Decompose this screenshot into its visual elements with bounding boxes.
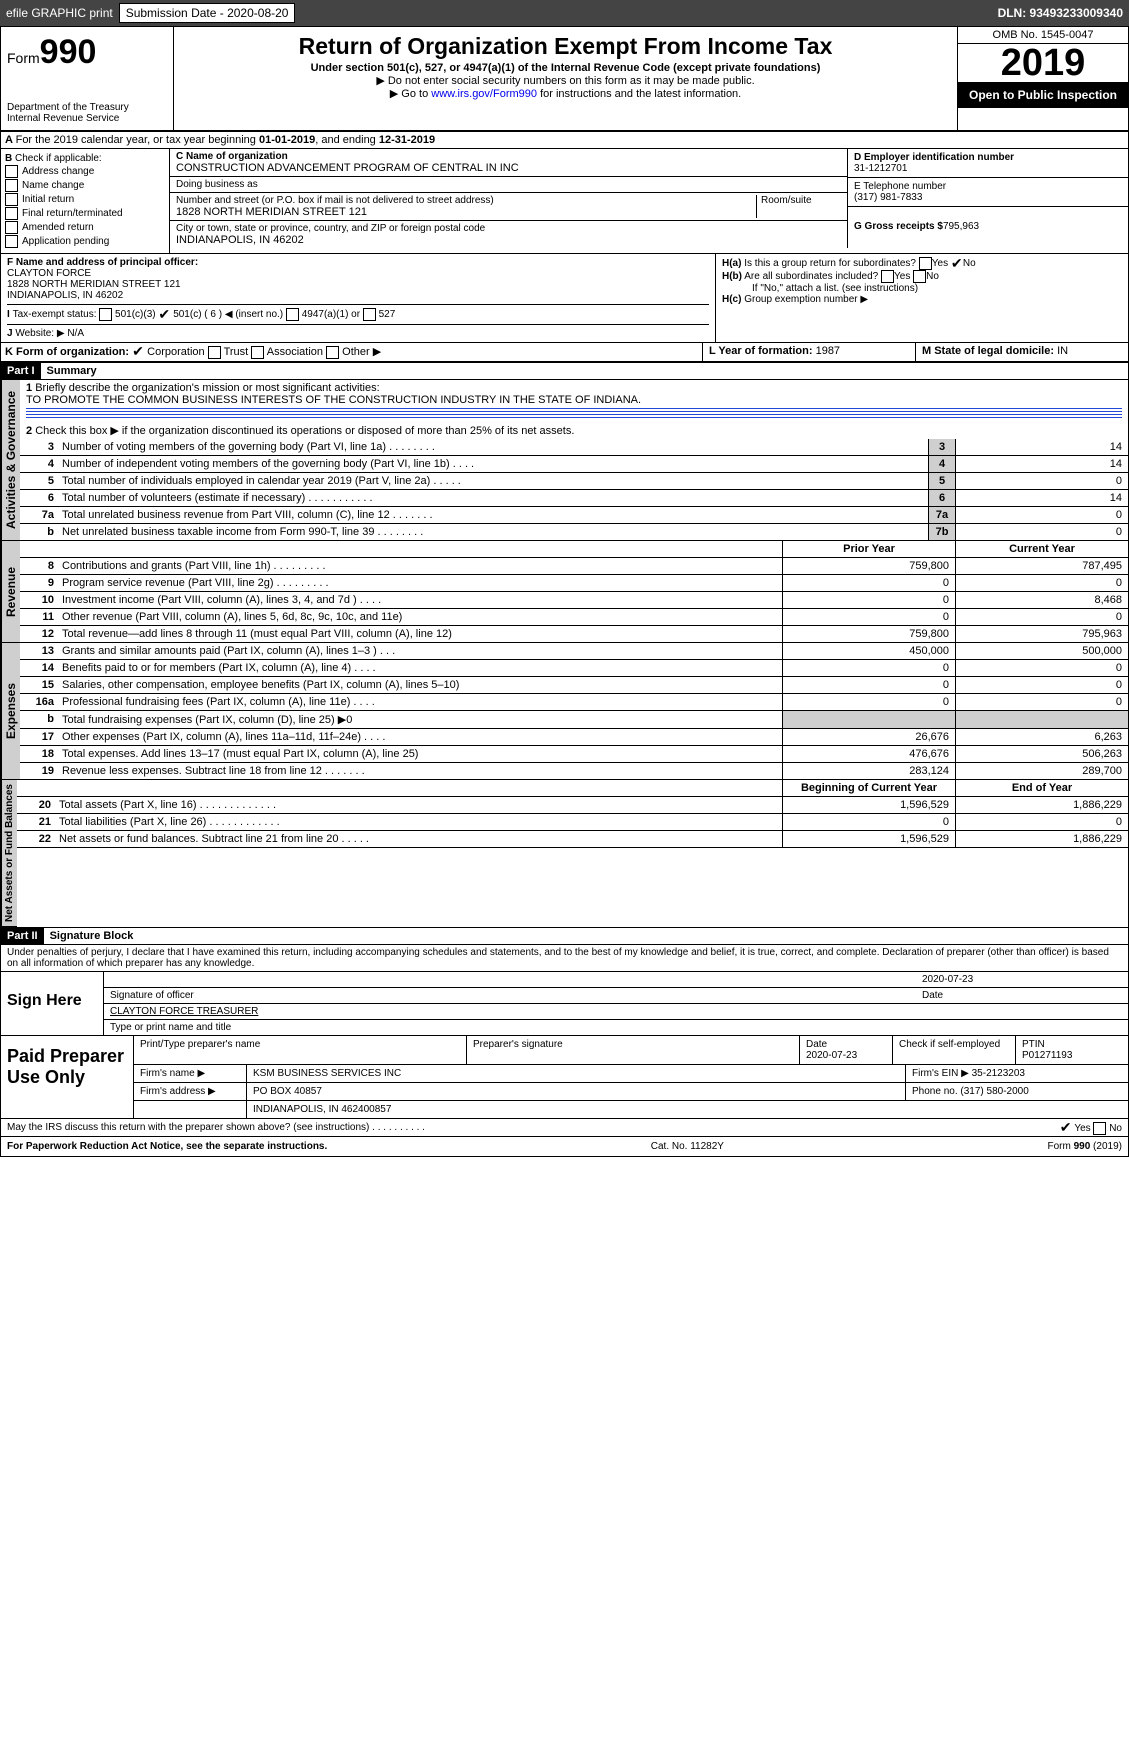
public-inspection: Open to Public Inspection: [958, 82, 1128, 108]
form-link-line: ▶ Go to www.irs.gov/Form990 for instruct…: [178, 87, 953, 100]
box-b: B Check if applicable: Address changeNam…: [1, 149, 170, 253]
discuss-row: May the IRS discuss this return with the…: [1, 1118, 1128, 1136]
ha-yes[interactable]: [919, 257, 932, 270]
tax-year: 2019: [958, 44, 1128, 82]
paid-preparer: Paid Preparer Use Only Print/Type prepar…: [1, 1035, 1128, 1118]
submission-date-button[interactable]: Submission Date - 2020-08-20: [119, 3, 296, 23]
checkbox-501c[interactable]: [158, 309, 170, 321]
row-a: A For the 2019 calendar year, or tax yea…: [1, 132, 1128, 149]
revenue-section: Revenue Prior YearCurrent Year 8Contribu…: [1, 541, 1128, 643]
section-f-h: F Name and address of principal officer:…: [1, 254, 1128, 343]
top-toolbar: efile GRAPHIC print Submission Date - 20…: [0, 0, 1129, 26]
irs-label: Internal Revenue Service: [7, 113, 167, 124]
checkbox-501c3[interactable]: [99, 308, 112, 321]
ha-no[interactable]: [951, 258, 963, 270]
telephone: (317) 981-7833: [854, 192, 922, 203]
irs-link[interactable]: www.irs.gov/Form990: [431, 88, 537, 100]
part2-header: Part IISignature Block: [1, 927, 1128, 945]
hb-no[interactable]: [913, 270, 926, 283]
form-header: Form990 Department of the Treasury Inter…: [1, 27, 1128, 132]
mission-text: TO PROMOTE THE COMMON BUSINESS INTERESTS…: [26, 394, 641, 406]
discuss-yes[interactable]: [1060, 1122, 1072, 1134]
box-c: C Name of organizationCONSTRUCTION ADVAN…: [170, 149, 848, 253]
k-corp[interactable]: [132, 346, 144, 358]
checkbox-527[interactable]: [363, 308, 376, 321]
org-city: INDIANAPOLIS, IN 46202: [176, 234, 841, 246]
website: N/A: [67, 328, 84, 339]
k-other[interactable]: [326, 346, 339, 359]
box-d-e-g: D Employer identification number31-12127…: [848, 149, 1128, 253]
k-assoc[interactable]: [251, 346, 264, 359]
section-b-c-d: B Check if applicable: Address changeNam…: [1, 149, 1128, 254]
part1-header: Part ISummary: [1, 362, 1128, 380]
page-footer: For Paperwork Reduction Act Notice, see …: [1, 1136, 1128, 1156]
activities-governance: Activities & Governance 1 Briefly descri…: [1, 380, 1128, 541]
perjury-text: Under penalties of perjury, I declare th…: [1, 945, 1128, 971]
org-address: 1828 NORTH MERIDIAN STREET 121: [176, 206, 756, 218]
netassets-section: Net Assets or Fund Balances Beginning of…: [1, 780, 1128, 927]
ein: 31-1212701: [854, 163, 907, 174]
row-k-l-m: K Form of organization: Corporation Trus…: [1, 343, 1128, 362]
form-number: Form990: [7, 33, 167, 72]
dln-label: DLN: 93493233009340: [998, 6, 1123, 20]
form-warning: ▶ Do not enter social security numbers o…: [178, 74, 953, 87]
gross-receipts: 795,963: [943, 221, 979, 232]
sign-here: Sign Here 2020-07-23 Signature of office…: [1, 971, 1128, 1035]
org-name: CONSTRUCTION ADVANCEMENT PROGRAM OF CENT…: [176, 162, 841, 174]
officer-name: CLAYTON FORCE: [7, 268, 91, 279]
checkbox-4947[interactable]: [286, 308, 299, 321]
form-title: Return of Organization Exempt From Incom…: [178, 33, 953, 60]
hb-yes[interactable]: [881, 270, 894, 283]
k-trust[interactable]: [208, 346, 221, 359]
expenses-section: Expenses 13Grants and similar amounts pa…: [1, 643, 1128, 780]
dept-label: Department of the Treasury: [7, 102, 167, 113]
discuss-no[interactable]: [1093, 1122, 1106, 1135]
form-subtitle: Under section 501(c), 527, or 4947(a)(1)…: [178, 62, 953, 74]
form-page: Form990 Department of the Treasury Inter…: [0, 26, 1129, 1157]
efile-label: efile GRAPHIC print: [6, 6, 113, 20]
